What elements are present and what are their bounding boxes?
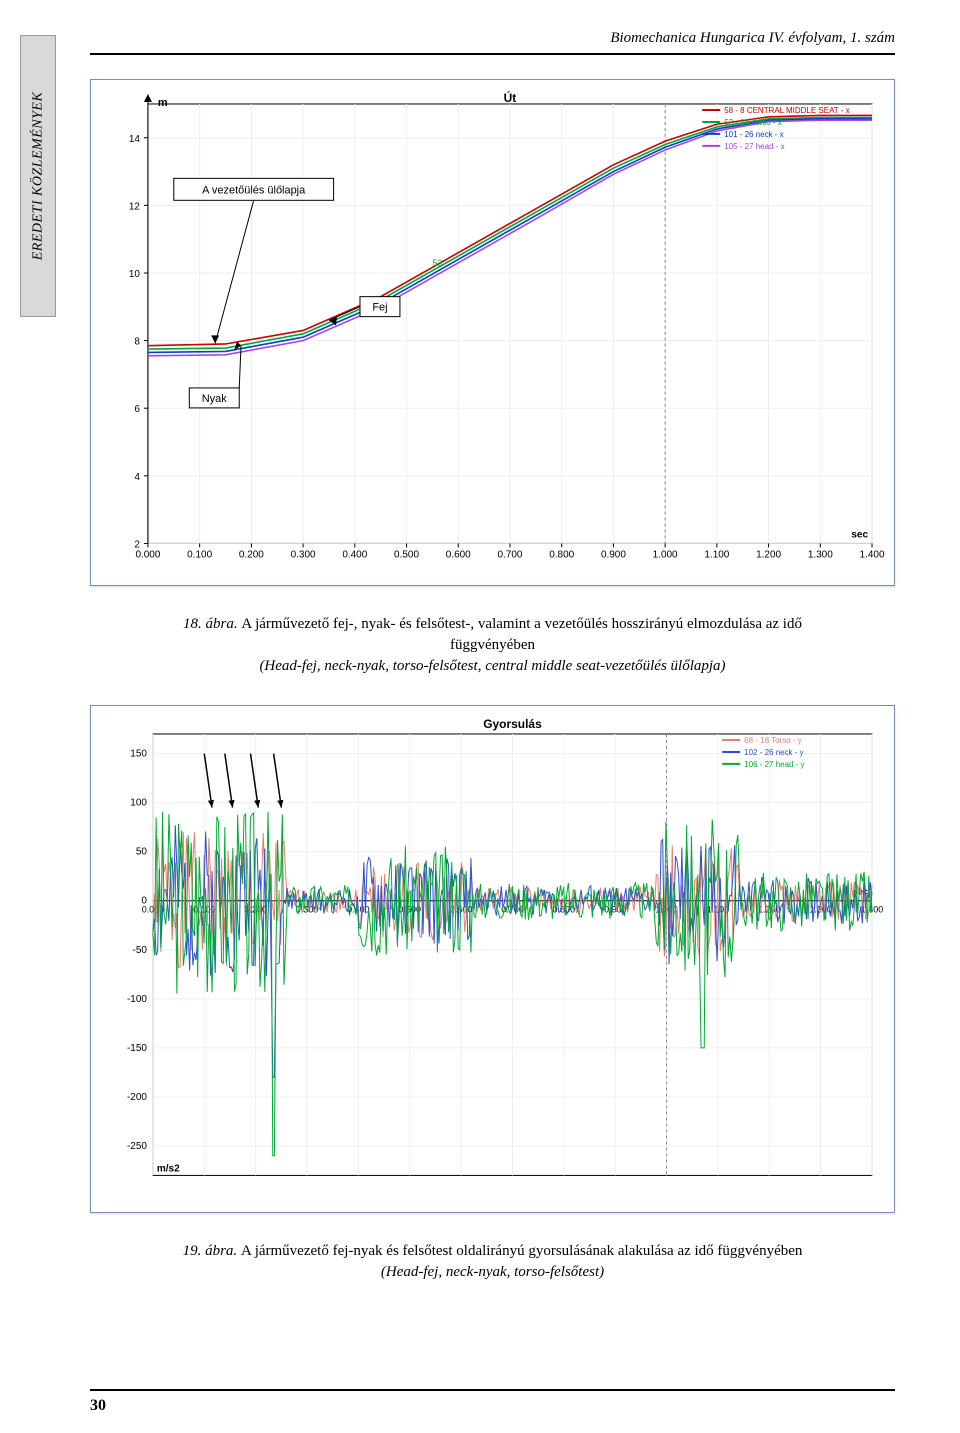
svg-text:8: 8: [134, 337, 140, 348]
figure-19-chart: -250-200-150-100-500501001500.0000.1000.…: [93, 710, 892, 1209]
svg-text:1.100: 1.100: [704, 549, 729, 560]
svg-text:10: 10: [129, 269, 141, 280]
svg-text:-200: -200: [127, 1092, 147, 1103]
svg-text:m/s2: m/s2: [157, 1164, 180, 1175]
svg-text:6: 6: [134, 404, 140, 415]
svg-text:102 - 26 neck - y: 102 - 26 neck - y: [744, 748, 803, 757]
svg-text:0.700: 0.700: [498, 549, 523, 560]
svg-text:0.300: 0.300: [291, 549, 316, 560]
svg-text:14: 14: [129, 134, 141, 145]
svg-text:0.800: 0.800: [549, 549, 574, 560]
svg-text:4: 4: [134, 472, 140, 483]
svg-text:A vezetőülés ülőlapja: A vezetőülés ülőlapja: [202, 184, 306, 196]
svg-text:53 - 14 Torso - x: 53 - 14 Torso - x: [724, 118, 782, 127]
svg-text:Gyorsulás: Gyorsulás: [483, 717, 542, 731]
running-title: Biomechanica Hungarica IV. évfolyam, 1. …: [90, 30, 895, 55]
figure-18-svg: 24681012140.0000.1000.2000.3000.4000.500…: [93, 84, 892, 583]
svg-text:106 - 27 head - y: 106 - 27 head - y: [744, 760, 804, 769]
page: EREDETI KÖZLEMÉNYEK Biomechanica Hungari…: [0, 0, 960, 1433]
svg-text:1.000: 1.000: [653, 549, 678, 560]
svg-text:105 - 27 head - x: 105 - 27 head - x: [724, 142, 784, 151]
figure-19-caption: 19. ábra. A járművezető fej-nyak és fels…: [173, 1241, 813, 1283]
svg-text:m: m: [158, 97, 168, 109]
svg-text:150: 150: [130, 749, 147, 760]
svg-text:53: 53: [432, 258, 442, 268]
svg-text:101 - 26 neck - x: 101 - 26 neck - x: [724, 130, 783, 139]
figure-18-chart: 24681012140.0000.1000.2000.3000.4000.500…: [93, 84, 892, 583]
svg-text:Nyak: Nyak: [202, 393, 228, 405]
figure-19-caption-sub: (Head-fej, neck-nyak, torso-felsőtest): [381, 1264, 604, 1280]
figure-19-number: 19. ábra.: [183, 1243, 238, 1259]
svg-text:68 - 18 Torso - y: 68 - 18 Torso - y: [744, 736, 802, 745]
figure-18-caption-sub: (Head-fej, neck-nyak, torso-felsőtest, c…: [259, 658, 725, 674]
figure-18-number: 18. ábra.: [183, 616, 238, 632]
svg-text:0.000: 0.000: [142, 905, 164, 915]
svg-text:Út: Út: [504, 90, 517, 105]
footer-rule: [90, 1389, 895, 1391]
figure-18-caption-main: A járművezető fej-, nyak- és felsőtest-,…: [241, 616, 802, 653]
side-tab: EREDETI KÖZLEMÉNYEK: [20, 35, 56, 317]
svg-text:50: 50: [136, 847, 148, 858]
svg-text:1.300: 1.300: [808, 549, 833, 560]
svg-text:0.200: 0.200: [239, 549, 264, 560]
figure-18-caption: 18. ábra. A járművezető fej-, nyak- és f…: [173, 614, 813, 677]
svg-text:0.600: 0.600: [446, 549, 471, 560]
svg-text:0.400: 0.400: [342, 549, 367, 560]
svg-text:0.500: 0.500: [394, 549, 419, 560]
figure-18-frame: 24681012140.0000.1000.2000.3000.4000.500…: [90, 79, 895, 586]
page-number: 30: [90, 1397, 106, 1415]
svg-text:-50: -50: [133, 945, 148, 956]
svg-text:0.900: 0.900: [601, 549, 626, 560]
figure-19-caption-main: A járművezető fej-nyak és felsőtest olda…: [241, 1243, 802, 1259]
svg-text:-100: -100: [127, 994, 147, 1005]
svg-text:-150: -150: [127, 1043, 147, 1054]
svg-text:-250: -250: [127, 1141, 147, 1152]
svg-text:12: 12: [129, 201, 141, 212]
figure-19-svg: -250-200-150-100-500501001500.0000.1000.…: [93, 710, 892, 1209]
svg-text:sec: sec: [851, 529, 868, 540]
figure-19-frame: -250-200-150-100-500501001500.0000.1000.…: [90, 705, 895, 1212]
svg-text:Fej: Fej: [372, 302, 387, 314]
svg-text:100: 100: [130, 798, 147, 809]
svg-text:1.400: 1.400: [860, 549, 885, 560]
svg-text:58 - 8 CENTRAL MIDDLE SEAT - x: 58 - 8 CENTRAL MIDDLE SEAT - x: [724, 106, 849, 115]
side-tab-label: EREDETI KÖZLEMÉNYEK: [30, 92, 46, 261]
svg-text:0.100: 0.100: [187, 549, 212, 560]
svg-text:1.200: 1.200: [756, 549, 781, 560]
svg-text:0.000: 0.000: [135, 549, 160, 560]
